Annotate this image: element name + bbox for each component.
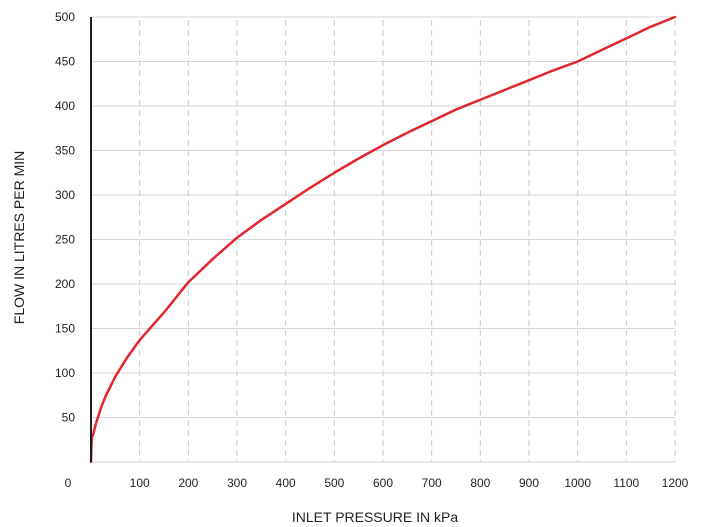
x-tick-label: 500 [324, 476, 344, 490]
x-tick-label: 1200 [662, 476, 689, 490]
x-tick-label: 700 [422, 476, 442, 490]
x-tick-label: 100 [130, 476, 150, 490]
x-tick-label: 300 [227, 476, 247, 490]
x-tick-label: 900 [519, 476, 539, 490]
y-tick-label: 50 [62, 411, 76, 425]
y-tick-label: 200 [55, 277, 75, 291]
origin-tick-label: 0 [65, 476, 72, 490]
x-tick-label: 200 [178, 476, 198, 490]
y-axis-title: FLOW IN LITRES PER MIN [11, 151, 27, 324]
y-tick-label: 100 [55, 366, 75, 380]
x-tick-labels: 100 200 300 400 500 600 700 800 900 1000 1100 1200 [130, 476, 689, 490]
flow-curve [89, 15, 677, 464]
x-tick-label: 800 [470, 476, 490, 490]
y-tick-label: 150 [55, 322, 75, 336]
series-group [89, 15, 677, 464]
x-tick-label: 1000 [564, 476, 591, 490]
vertical-grid [139, 20, 676, 462]
y-tick-labels: 50 100 150 200 250 300 350 400 450 500 [55, 10, 75, 425]
x-tick-label: 600 [373, 476, 393, 490]
y-tick-label: 500 [55, 10, 75, 24]
x-tick-label: 400 [276, 476, 296, 490]
y-tick-label: 300 [55, 188, 75, 202]
y-tick-label: 450 [55, 55, 75, 69]
x-axis-title: INLET PRESSURE IN kPa [292, 509, 458, 525]
x-tick-label: 1100 [613, 476, 639, 490]
y-tick-label: 400 [55, 99, 75, 113]
y-tick-label: 350 [55, 144, 75, 158]
y-tick-label: 250 [55, 233, 75, 247]
